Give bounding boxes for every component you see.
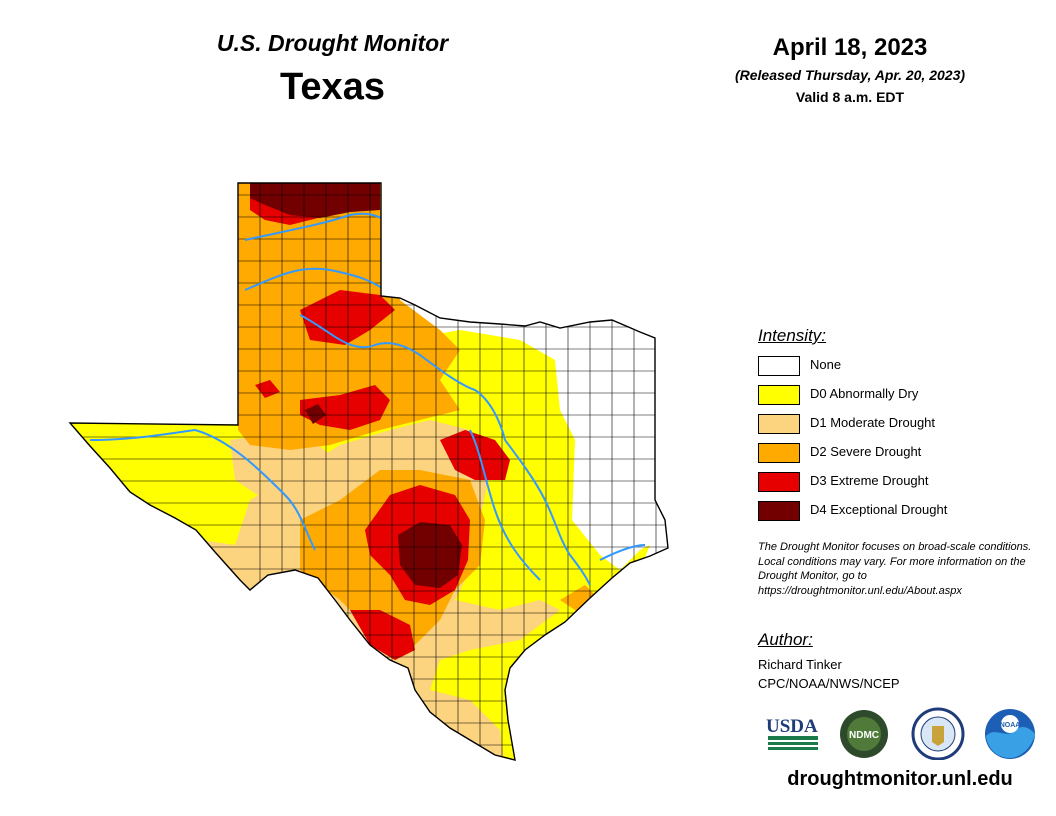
author-org: CPC/NOAA/NWS/NCEP bbox=[758, 676, 900, 691]
legend-swatch bbox=[758, 501, 800, 521]
legend-swatch bbox=[758, 472, 800, 492]
d4-region-north bbox=[250, 183, 380, 218]
drought-regions bbox=[70, 183, 668, 760]
noaa-logo: NOAA bbox=[985, 709, 1035, 759]
map-date: April 18, 2023 bbox=[772, 34, 928, 61]
website-link[interactable]: droughtmonitor.unl.edu bbox=[787, 768, 1013, 790]
d3-region-panhandle bbox=[300, 290, 395, 345]
legend-label: D4 Exceptional Drought bbox=[810, 502, 948, 517]
legend-label: D1 Moderate Drought bbox=[810, 415, 936, 430]
legend-swatch bbox=[758, 443, 800, 463]
legend-title: Intensity: bbox=[758, 326, 827, 345]
valid-time: Valid 8 a.m. EDT bbox=[795, 89, 905, 105]
map-subtitle: U.S. Drought Monitor bbox=[216, 30, 449, 56]
author-title: Author: bbox=[758, 630, 813, 649]
noaa-logo-text: NOAA bbox=[1000, 722, 1021, 729]
rivers bbox=[89, 212, 646, 586]
ndmc-logo: NDMC bbox=[840, 710, 888, 758]
ndmc-logo-text: NDMC bbox=[849, 730, 879, 741]
legend-label: None bbox=[810, 357, 842, 372]
agency-logos: USDA NDMC NOAA bbox=[766, 707, 1035, 760]
legend-swatch bbox=[758, 414, 800, 434]
d2-region-coast bbox=[560, 585, 598, 612]
d3-region-central bbox=[440, 430, 510, 480]
release-note: (Released Thursday, Apr. 20, 2023) bbox=[734, 67, 966, 83]
legend-swatch bbox=[758, 385, 800, 405]
author-name: Richard Tinker bbox=[758, 657, 842, 672]
commerce-seal bbox=[911, 707, 965, 760]
d3-region-rolling bbox=[300, 385, 390, 430]
usda-logo: USDA bbox=[766, 716, 818, 750]
usda-logo-text: USDA bbox=[766, 716, 818, 737]
legend-label: D3 Extreme Drought bbox=[810, 473, 929, 488]
texas-drought-map bbox=[69, 182, 669, 761]
map-title: Texas bbox=[280, 66, 385, 108]
d4-region-small bbox=[305, 404, 326, 424]
legend-label: D2 Severe Drought bbox=[810, 444, 922, 459]
legend-label: D0 Abnormally Dry bbox=[810, 386, 919, 401]
disclaimer-note: The Drought Monitor focuses on broad-sca… bbox=[758, 541, 1032, 597]
legend-swatch bbox=[758, 356, 800, 376]
d3-region-west bbox=[255, 380, 280, 398]
